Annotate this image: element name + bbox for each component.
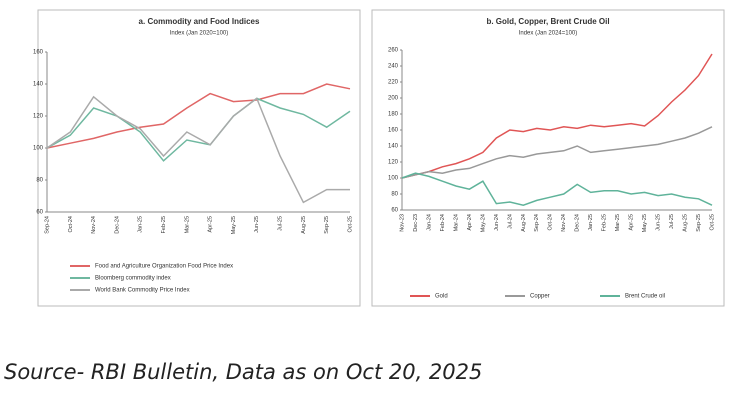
chart-title: b. Gold, Copper, Brent Crude Oil xyxy=(486,17,609,26)
x-tick-label: Sep-24 xyxy=(44,216,50,234)
y-tick-label: 140 xyxy=(388,144,399,150)
legend-label: Food and Agriculture Organization Food P… xyxy=(95,264,233,270)
x-tick-label: Sep-25 xyxy=(324,216,330,234)
data-line xyxy=(46,95,350,204)
chart-subtitle: Index (Jan 2024=100) xyxy=(519,31,578,37)
x-tick-label: Sep-25 xyxy=(696,214,702,232)
y-tick-label: 100 xyxy=(388,176,399,182)
y-tick-label: 100 xyxy=(33,146,44,152)
chart-title: a. Commodity and Food Indices xyxy=(139,17,260,26)
x-tick-label: Jul-25 xyxy=(278,216,284,231)
y-tick-label: 60 xyxy=(391,208,398,214)
x-tick-label: Feb-24 xyxy=(440,214,446,231)
legend-label: Bloomberg commodity index xyxy=(95,276,171,282)
y-tick-label: 80 xyxy=(36,178,43,184)
x-tick-label: Jul-25 xyxy=(669,214,675,229)
x-tick-label: Mar-25 xyxy=(184,216,190,233)
x-tick-label: Aug-24 xyxy=(521,214,527,232)
y-tick-label: 60 xyxy=(36,210,43,216)
x-tick-label: May-25 xyxy=(642,214,648,232)
x-tick-label: Dec-24 xyxy=(575,214,581,232)
y-tick-label: 120 xyxy=(33,114,44,120)
x-tick-label: Oct-25 xyxy=(709,214,715,231)
x-tick-label: Jun-25 xyxy=(254,216,260,233)
x-tick-label: Nov-24 xyxy=(91,216,97,234)
x-tick-label: Nov-23 xyxy=(399,214,405,232)
panel-frame xyxy=(371,9,725,307)
x-tick-label: Dec-24 xyxy=(114,216,120,234)
data-line xyxy=(401,172,713,206)
panel-frame xyxy=(37,9,361,307)
data-line xyxy=(401,53,713,179)
x-tick-label: Jul-24 xyxy=(507,214,513,229)
x-tick-label: Aug-25 xyxy=(301,216,307,234)
y-tick-label: 240 xyxy=(388,64,399,70)
x-tick-label: Jan-24 xyxy=(426,214,432,231)
x-tick-label: Dec-23 xyxy=(413,214,419,232)
x-tick-label: Jun-25 xyxy=(656,214,662,231)
y-tick-label: 180 xyxy=(388,112,399,118)
chart-subtitle: Index (Jan 2020=100) xyxy=(170,31,229,37)
x-tick-label: Jan-25 xyxy=(588,214,594,231)
y-tick-label: 120 xyxy=(388,160,399,166)
x-tick-label: Oct-24 xyxy=(68,216,74,233)
legend-label: Brent Crude oil xyxy=(625,294,665,300)
x-tick-label: Mar-25 xyxy=(615,214,621,231)
x-tick-label: Feb-25 xyxy=(602,214,608,231)
legend-label: Gold xyxy=(435,294,448,300)
x-tick-label: Nov-24 xyxy=(561,214,567,232)
x-tick-label: Aug-25 xyxy=(682,214,688,232)
y-tick-label: 160 xyxy=(388,128,399,134)
y-tick-label: 220 xyxy=(388,80,399,86)
y-tick-label: 260 xyxy=(388,48,399,54)
y-tick-label: 200 xyxy=(388,96,399,102)
legend-label: World Bank Commodity Price Index xyxy=(95,288,190,294)
x-tick-label: Apr-24 xyxy=(467,214,473,231)
x-tick-label: Jan-25 xyxy=(138,216,144,233)
data-line xyxy=(401,126,713,179)
x-tick-label: Jun-24 xyxy=(494,214,500,231)
x-tick-label: Apr-25 xyxy=(629,214,635,231)
source-note: Source- RBI Bulletin, Data as on Oct 20,… xyxy=(4,360,483,384)
x-tick-label: Apr-25 xyxy=(208,216,214,233)
data-line xyxy=(46,97,351,162)
x-tick-label: Oct-24 xyxy=(548,214,554,231)
legend-label: Copper xyxy=(530,294,550,300)
x-tick-label: Oct-25 xyxy=(347,216,353,233)
x-tick-label: May-24 xyxy=(480,214,486,232)
data-line xyxy=(46,83,351,149)
x-tick-label: Sep-24 xyxy=(534,214,540,232)
x-tick-label: Feb-25 xyxy=(161,216,167,233)
y-tick-label: 80 xyxy=(391,192,398,198)
x-tick-label: May-25 xyxy=(231,216,237,234)
y-tick-label: 160 xyxy=(33,50,44,56)
charts: a. Commodity and Food Indices Index (Jan … xyxy=(33,9,725,307)
x-tick-label: Mar-24 xyxy=(453,214,459,231)
y-tick-label: 140 xyxy=(33,82,44,88)
